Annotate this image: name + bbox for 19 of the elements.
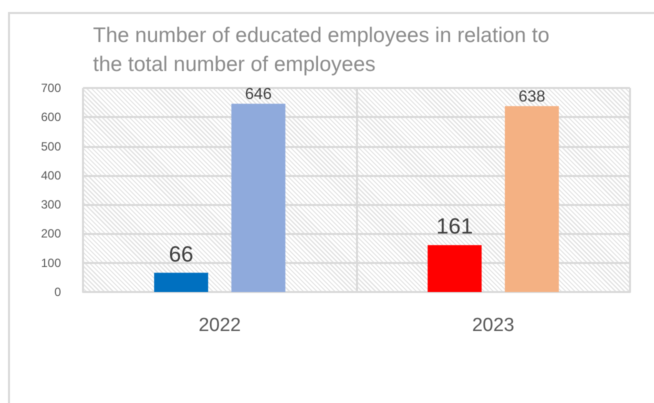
y-tick-label: 0	[54, 285, 62, 299]
x-tick-label: 2022	[198, 315, 241, 336]
bar	[428, 245, 482, 292]
chart-title: The number of educated employees in relation to the total number of employees	[93, 24, 556, 76]
y-tick-label: 300	[40, 198, 62, 212]
data-label: 161	[436, 214, 473, 239]
data-label: 638	[518, 88, 546, 106]
y-tick-label: 600	[40, 110, 62, 124]
y-tick-label: 400	[40, 168, 62, 182]
y-tick-label: 700	[40, 81, 62, 95]
bar	[504, 106, 559, 292]
y-tick-label: 200	[40, 226, 62, 241]
y-tick-label: 500	[40, 139, 62, 154]
bar	[231, 104, 286, 292]
data-label: 66	[168, 241, 194, 266]
x-tick-label: 2023	[472, 315, 514, 336]
bar	[154, 272, 208, 292]
y-tick-label: 100	[40, 256, 62, 270]
data-label: 646	[245, 86, 272, 104]
